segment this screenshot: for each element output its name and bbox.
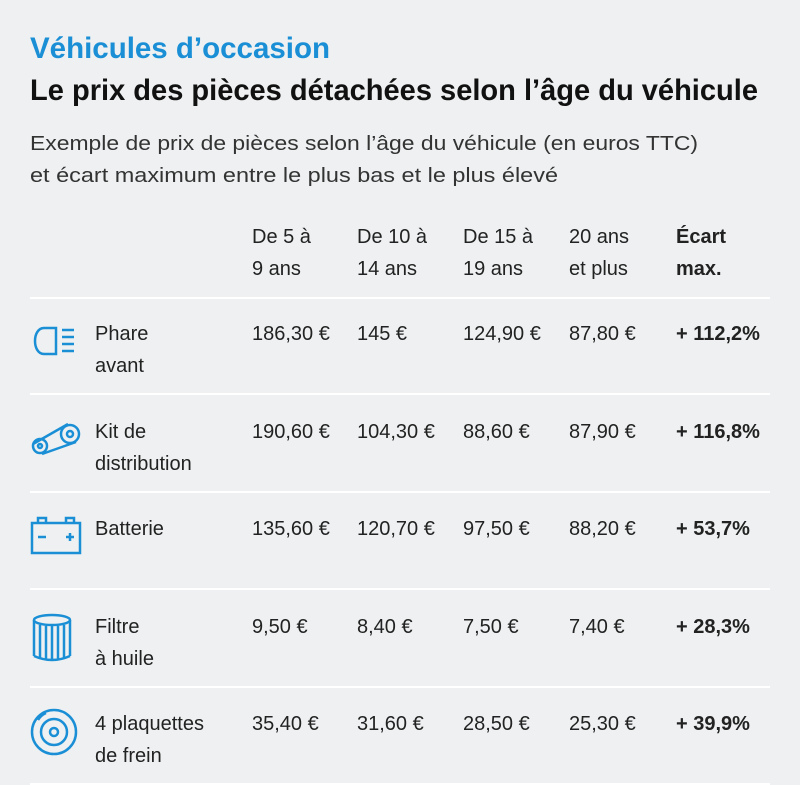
cell: 120,70 € <box>357 518 435 540</box>
row-label: à huile <box>95 648 154 670</box>
cell: 145 € <box>357 323 407 345</box>
row-label: 4 plaquettes <box>95 713 204 735</box>
column-header: De 15 à <box>463 226 534 248</box>
column-header: max. <box>676 258 722 280</box>
brake-icon <box>30 708 78 756</box>
row-label: Phare <box>95 323 148 345</box>
row-label: distribution <box>95 453 192 475</box>
cell: 87,90 € <box>569 421 636 443</box>
cell: 9,50 € <box>252 616 308 638</box>
column-header: 19 ans <box>463 258 523 280</box>
column-header: 9 ans <box>252 258 301 280</box>
cell: 190,60 € <box>252 421 330 443</box>
cell: 28,50 € <box>463 713 530 735</box>
oil-filter-icon <box>32 613 72 662</box>
belt-icon <box>31 422 81 456</box>
cell: + 39,9% <box>676 713 750 735</box>
subtitle-line: et écart maximum entre le plus bas et le… <box>30 165 558 187</box>
subtitle-line: Exemple de prix de pièces selon l’âge du… <box>30 133 698 155</box>
cell: 88,60 € <box>463 421 530 443</box>
cell: 97,50 € <box>463 518 530 540</box>
kicker: Véhicules d’occasion <box>30 32 330 65</box>
cell: + 53,7% <box>676 518 750 540</box>
cell: + 116,8% <box>676 421 760 443</box>
column-header: Écart <box>676 225 726 248</box>
cell: 186,30 € <box>252 323 330 345</box>
cell: 25,30 € <box>569 713 636 735</box>
title: Le prix des pièces détachées selon l’âge… <box>30 74 758 107</box>
row-label: avant <box>95 355 144 377</box>
column-header: De 5 à <box>252 226 312 248</box>
row-label: de frein <box>95 745 162 767</box>
column-header: De 10 à <box>357 226 428 248</box>
cell: 135,60 € <box>252 518 330 540</box>
cell: 124,90 € <box>463 323 541 345</box>
cell: 35,40 € <box>252 713 319 735</box>
column-header: 20 ans <box>569 226 629 248</box>
column-header: et plus <box>569 258 628 280</box>
row-label: Kit de <box>95 421 146 443</box>
cell: 104,30 € <box>357 421 435 443</box>
row-label: Batterie <box>95 518 164 540</box>
cell: + 28,3% <box>676 616 750 638</box>
cell: 8,40 € <box>357 616 413 638</box>
column-header: 14 ans <box>357 258 417 280</box>
cell: + 112,2% <box>676 323 760 345</box>
headlight-icon <box>33 326 74 356</box>
cell: 7,50 € <box>463 616 519 638</box>
cell: 31,60 € <box>357 713 424 735</box>
cell: 7,40 € <box>569 616 625 638</box>
battery-icon <box>30 516 82 555</box>
cell: 88,20 € <box>569 518 636 540</box>
row-label: Filtre <box>95 616 139 638</box>
cell: 87,80 € <box>569 323 636 345</box>
